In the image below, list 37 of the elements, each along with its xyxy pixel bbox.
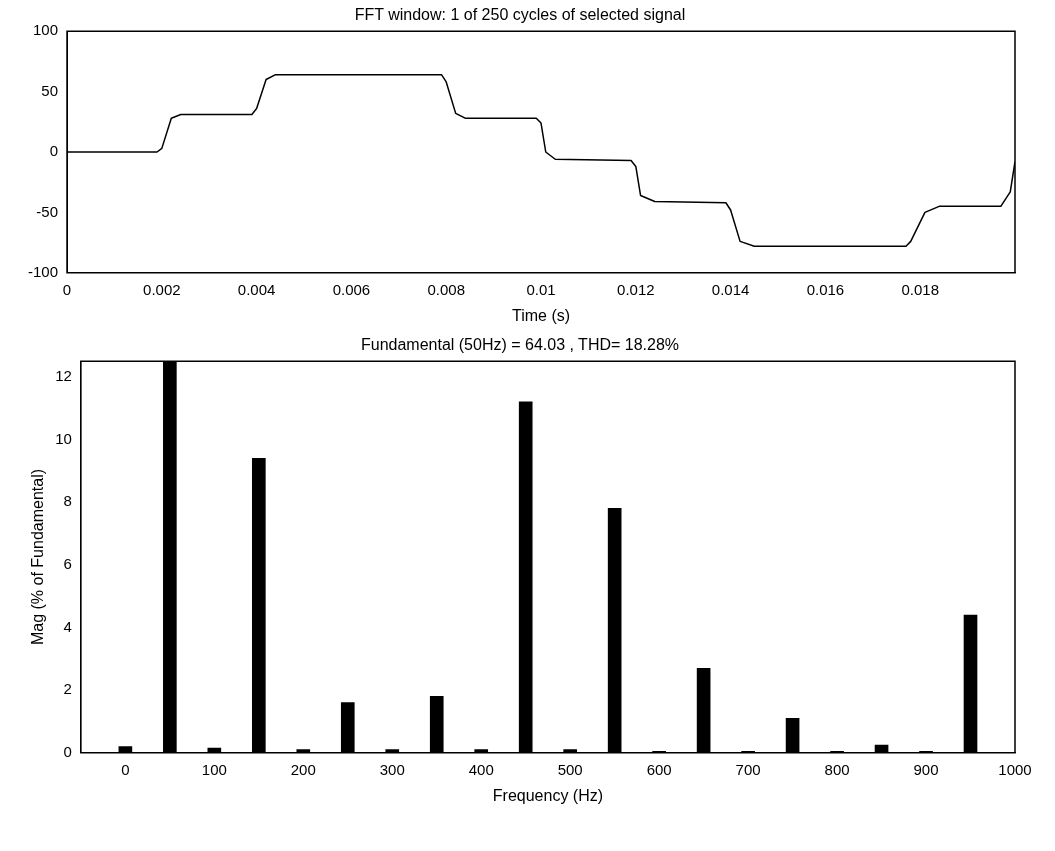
y-tick-label: -100 [27, 262, 59, 280]
y-tick-label: 0 [49, 142, 59, 160]
x-tick-label: 1000 [998, 760, 1032, 778]
y-tick-label: 6 [63, 554, 72, 572]
x-tick-label: 0.016 [806, 280, 845, 298]
x-tick-label: 300 [379, 760, 405, 778]
y-axis-title: Mag (% of Fundamental) [29, 468, 47, 646]
x-tick-label: 400 [468, 760, 494, 778]
y-tick-label: 4 [63, 617, 72, 635]
x-tick-label: 0 [121, 760, 130, 778]
x-tick-label: 0.006 [332, 280, 371, 298]
x-axis-title: Time (s) [511, 306, 571, 324]
y-tick-label: 8 [63, 492, 72, 510]
x-tick-label: 600 [646, 760, 672, 778]
x-tick-label: 0.018 [901, 280, 939, 298]
y-tick-label: 12 [55, 367, 72, 384]
x-tick-label: 0.012 [617, 280, 655, 298]
x-tick-label: 500 [557, 760, 583, 778]
x-tick-label: 200 [290, 760, 316, 778]
x-tick-label: 0.01 [526, 280, 556, 298]
y-tick-label: -50 [36, 202, 59, 220]
x-tick-label: 800 [824, 760, 850, 778]
x-tick-label: 0.004 [237, 280, 276, 298]
x-tick-label: 0.014 [711, 280, 750, 298]
chart-title: Fundamental (50Hz) = 64.03 , THD= 18.28% [360, 336, 680, 354]
y-tick-label: 2 [63, 680, 72, 698]
x-tick-label: 700 [735, 760, 761, 778]
x-tick-label: 0.008 [427, 280, 465, 298]
y-tick-label: 100 [32, 21, 59, 39]
x-axis-title: Frequency (Hz) [492, 786, 604, 804]
y-tick-label: 0 [63, 742, 72, 760]
x-tick-label: 900 [913, 760, 939, 778]
x-tick-label: 0.002 [143, 280, 181, 298]
chart-title: FFT window: 1 of 250 cycles of selected signal [354, 6, 686, 24]
x-tick-label: 100 [201, 760, 227, 778]
y-tick-label: 10 [55, 429, 72, 447]
y-tick-label: 50 [41, 81, 59, 99]
